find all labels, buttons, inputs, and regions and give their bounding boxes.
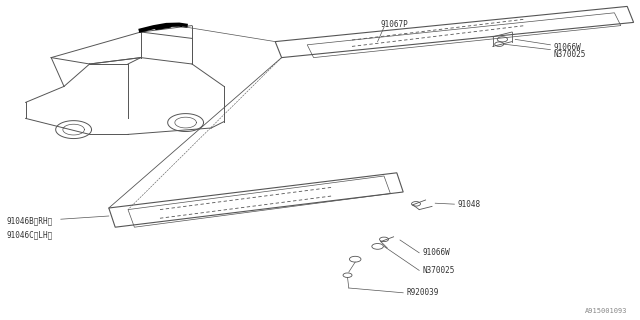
Text: N370025: N370025 (554, 50, 586, 59)
Text: 91048: 91048 (458, 200, 481, 209)
Text: A915001093: A915001093 (585, 308, 627, 314)
Text: R920039: R920039 (406, 288, 439, 297)
Text: 91066W: 91066W (422, 248, 450, 257)
Text: 91066W: 91066W (554, 44, 581, 52)
Text: N370025: N370025 (422, 266, 455, 275)
Text: 91046B〈RH〉: 91046B〈RH〉 (6, 216, 52, 225)
Text: 91046C〈LH〉: 91046C〈LH〉 (6, 231, 52, 240)
Text: 91067P: 91067P (381, 20, 408, 28)
